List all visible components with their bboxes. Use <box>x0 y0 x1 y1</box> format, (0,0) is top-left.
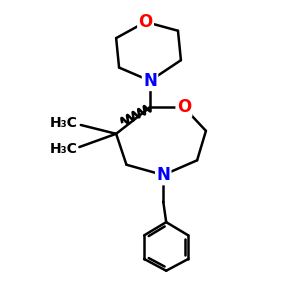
Text: N: N <box>156 166 170 184</box>
Text: O: O <box>177 98 191 116</box>
Text: O: O <box>139 13 153 31</box>
Text: H₃C: H₃C <box>50 116 78 130</box>
Text: H₃C: H₃C <box>50 142 78 155</box>
Text: N: N <box>143 72 157 90</box>
